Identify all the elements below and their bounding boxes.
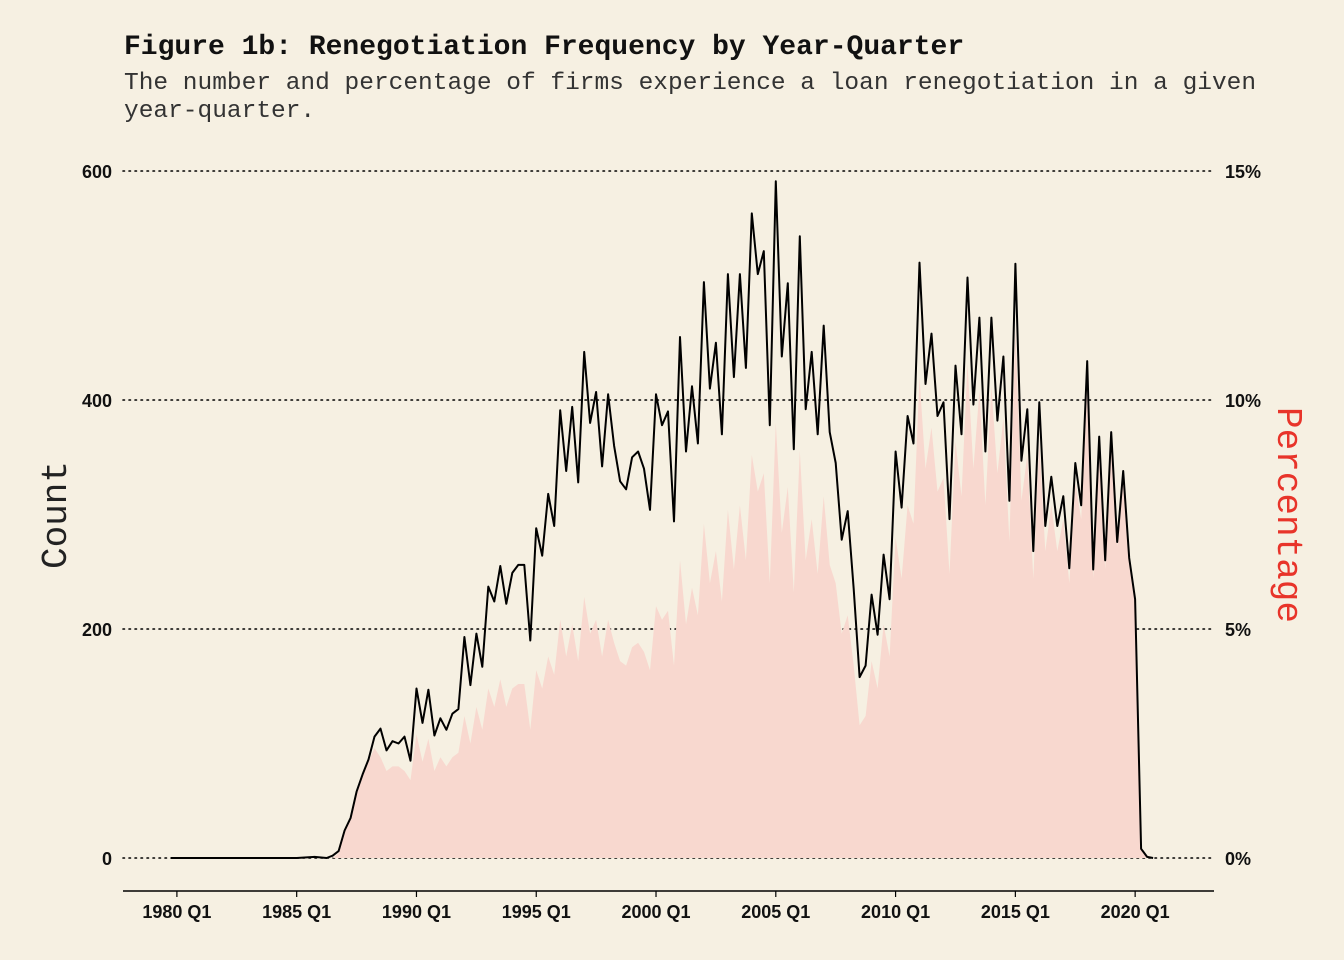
x-tick-label-6: 2010 Q1 — [861, 902, 930, 922]
y-tick-label-2: 400 — [82, 391, 112, 411]
chart-subtitle: The number and percentage of firms exper… — [124, 70, 1257, 125]
y-tick-label-1: 200 — [82, 620, 112, 640]
y2-tick-label-1: 5% — [1225, 620, 1251, 640]
x-tick-label-8: 2020 Q1 — [1101, 902, 1170, 922]
x-tick-label-0: 1980 Q1 — [142, 902, 211, 922]
y-tick-label-0: 0 — [102, 849, 112, 869]
y-axis-title: Count — [36, 461, 77, 569]
x-tick-label-2: 1990 Q1 — [382, 902, 451, 922]
x-tick-label-1: 1985 Q1 — [262, 902, 331, 922]
x-tick-label-5: 2005 Q1 — [741, 902, 810, 922]
y-axis-right: 0% 5% 10% 15% — [1225, 162, 1261, 869]
y2-tick-label-3: 15% — [1225, 162, 1261, 182]
y2-tick-label-0: 0% — [1225, 849, 1251, 869]
x-tick-label-4: 2000 Q1 — [621, 902, 690, 922]
y2-tick-label-2: 10% — [1225, 391, 1261, 411]
y-axis-left: 0 200 400 600 — [82, 162, 112, 869]
y2-axis-title: Percentage — [1267, 407, 1308, 623]
percentage-area — [170, 326, 1154, 858]
x-tick-label-7: 2015 Q1 — [981, 902, 1050, 922]
y-tick-label-3: 600 — [82, 162, 112, 182]
x-tick-label-3: 1995 Q1 — [502, 902, 571, 922]
chart-title: Figure 1b: Renegotiation Frequency by Ye… — [124, 32, 965, 63]
count-line — [170, 180, 1154, 859]
x-axis: 1980 Q1 1985 Q1 1990 Q1 1995 Q1 2000 Q1 2005 … — [142, 891, 1170, 922]
